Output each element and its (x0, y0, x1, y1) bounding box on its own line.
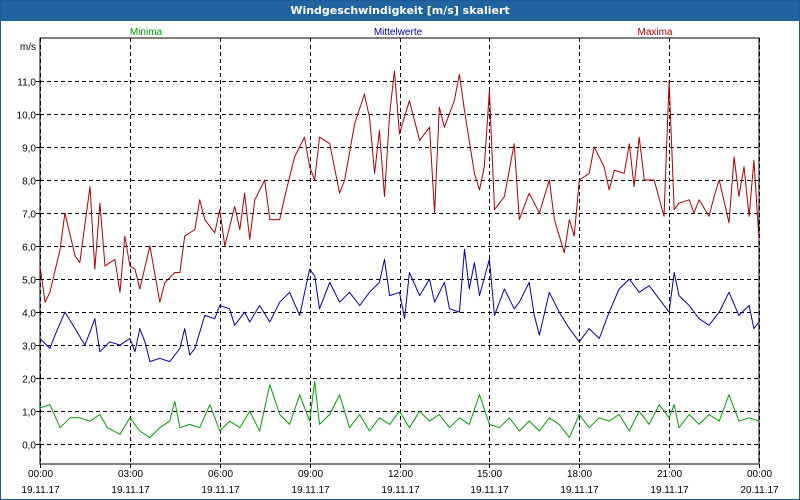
window-title: Windgeschwindigkeit [m/s] skaliert (1, 1, 799, 21)
x-tick-label-date: 19.11.17 (111, 485, 150, 496)
y-tick-label: 10,0 (17, 111, 37, 122)
legend-label-minima: Minima (130, 27, 163, 38)
legend: Minima Mittelwerte Maxima (130, 27, 673, 38)
x-tick-label-date: 19.11.17 (291, 485, 330, 496)
wind-speed-chart: 0,0 1,0 2,0 3,0 4,0 5,0 6,0 7,0 8,0 9,0 10,0 11,0 m/… (17, 27, 779, 496)
x-tick-label-time: 15:00 (477, 469, 502, 480)
x-tick-label-date: 19.11.17 (560, 485, 599, 496)
x-tick-label-time: 18:00 (567, 469, 592, 480)
x-tick-label-date: 19.11.17 (470, 485, 509, 496)
y-tick-label: 11,0 (17, 78, 36, 89)
x-tick-label-time: 12:00 (388, 469, 413, 480)
y-tick-label: 4,0 (22, 309, 36, 320)
grid (40, 38, 760, 464)
x-tick-label-time: 00:00 (28, 469, 53, 480)
legend-label-mittelwerte: Mittelwerte (374, 27, 423, 38)
x-tick-label-time: 03:00 (118, 469, 143, 480)
x-tick-label-date: 20.11.17 (740, 485, 779, 496)
x-tick-label-date: 19.11.17 (381, 485, 420, 496)
y-tick-label: 9,0 (22, 144, 36, 155)
x-tick-label-time: 21:00 (657, 469, 682, 480)
y-tick-label: 6,0 (22, 243, 36, 254)
x-tick-label-time: 09:00 (298, 469, 323, 480)
series-line-minima (39, 380, 760, 439)
plot-frame (39, 37, 760, 465)
x-tick-label-date: 19.11.17 (201, 485, 240, 496)
x-tick-label-time: 00:00 (747, 469, 772, 480)
x-tick-label-date: 19.11.17 (21, 485, 60, 496)
x-tick-label-date: 19.11.17 (650, 485, 689, 496)
y-tick-label: 2,0 (22, 375, 36, 386)
y-tick-label: 0,0 (22, 441, 36, 452)
x-tick-label-time: 06:00 (208, 469, 233, 480)
series-lines (39, 70, 760, 439)
y-axis-label: m/s (20, 42, 36, 53)
y-tick-label: 3,0 (22, 342, 36, 353)
y-tick-label: 1,0 (22, 408, 36, 419)
y-tick-label: 7,0 (22, 210, 36, 221)
y-tick-label: 8,0 (22, 177, 36, 188)
series-line-maxima (39, 70, 760, 303)
legend-label-maxima: Maxima (637, 27, 672, 38)
series-line-mittelwerte (39, 248, 760, 363)
y-tick-label: 5,0 (22, 276, 36, 287)
axes: 0,0 1,0 2,0 3,0 4,0 5,0 6,0 7,0 8,0 9,0 10,0 11,0 m/… (17, 37, 779, 496)
